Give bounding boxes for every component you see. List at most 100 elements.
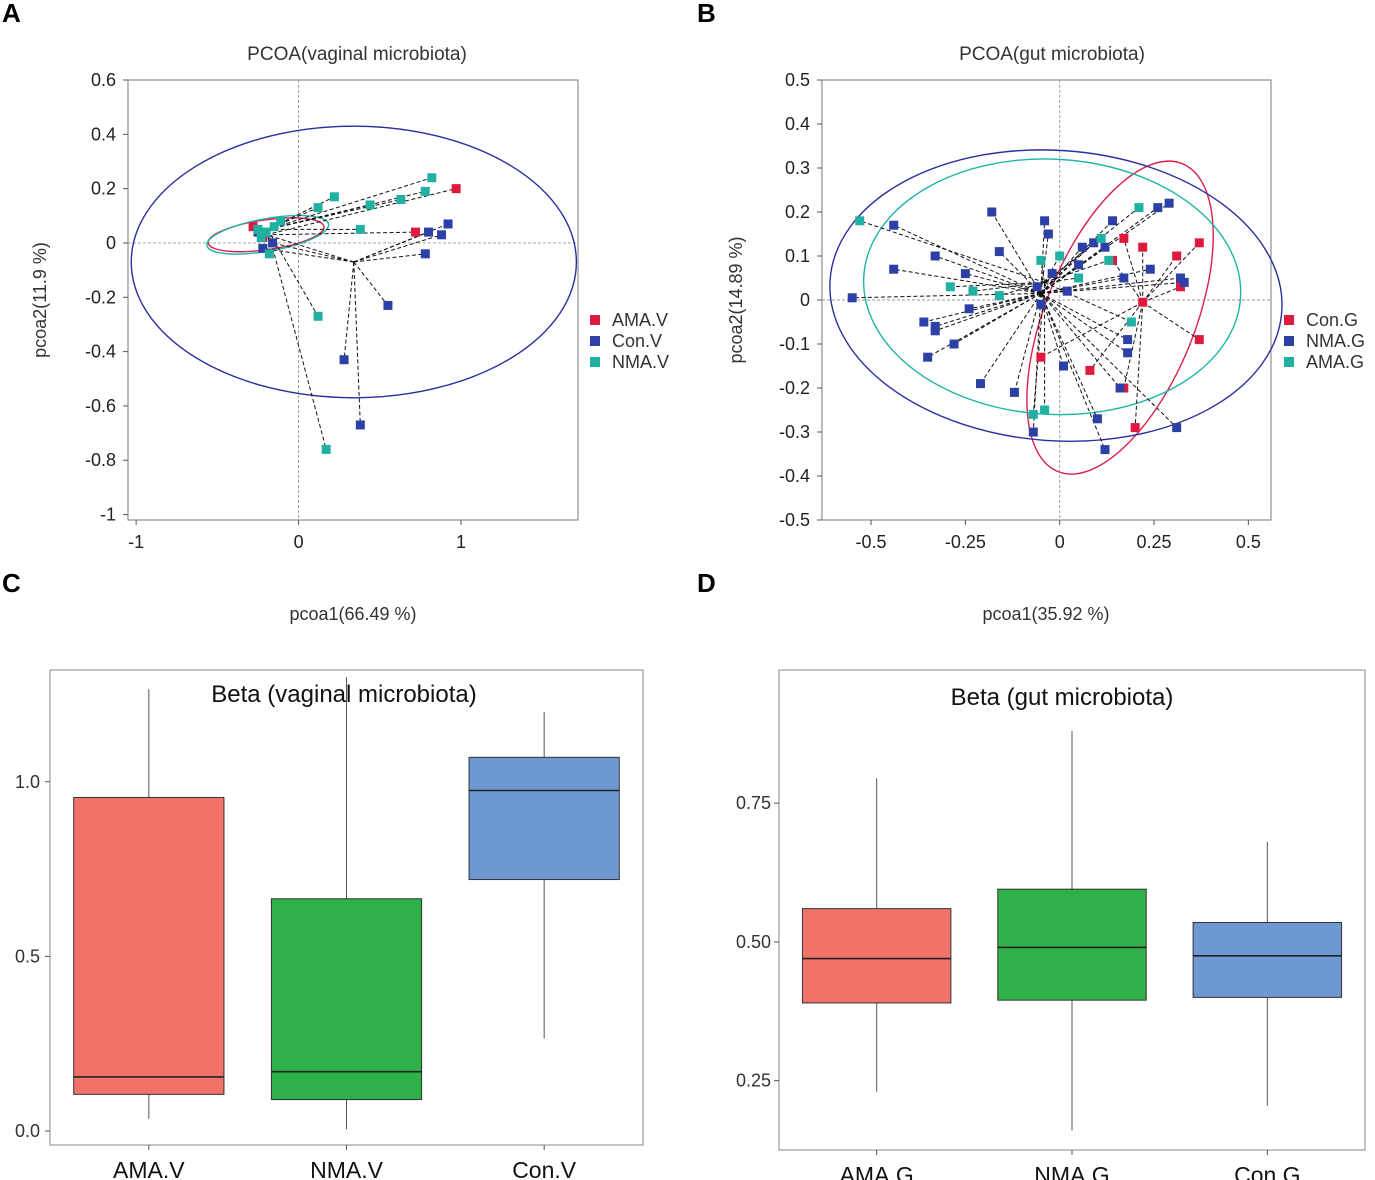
confidence-ellipse-Con.G: [1026, 160, 1214, 475]
data-point-NMA.G: [1119, 273, 1129, 283]
spider-line: [353, 253, 426, 263]
legend-label: Con.V: [612, 331, 662, 351]
legend-swatch-Con.V: [590, 336, 600, 346]
y-tick-label: -0.2: [779, 378, 810, 398]
data-point-AMA.G: [994, 291, 1004, 301]
spider-line: [267, 177, 432, 230]
spider-line: [893, 268, 1041, 294]
data-point-Con.V: [355, 420, 365, 430]
data-point-AMA.G: [1036, 255, 1046, 265]
data-point-NMA.G: [889, 264, 899, 274]
spider-line: [272, 242, 354, 263]
x-tick-label: 0.25: [1137, 532, 1172, 552]
data-point-AMA.V: [248, 222, 258, 232]
data-point-Con.V: [339, 355, 349, 365]
data-point-AMA.G: [1074, 273, 1084, 283]
spider-line: [353, 261, 389, 306]
x-axis-label: pcoa1(35.92 %): [982, 604, 1109, 624]
x-axis-label: pcoa1(66.49 %): [289, 604, 416, 624]
data-point-NMA.G: [1179, 277, 1189, 287]
spider-line: [852, 292, 1041, 299]
y-tick-label: 0.6: [91, 70, 116, 90]
spider-line: [1044, 259, 1109, 283]
spider-line: [935, 292, 1042, 332]
data-point-NMA.G: [1172, 423, 1182, 433]
spider-line: [1013, 293, 1042, 393]
spider-line: [1044, 277, 1079, 283]
confidence-ellipse-Con.V: [130, 125, 578, 399]
data-point-AMA.G: [1055, 251, 1065, 261]
data-point-NMA.G: [994, 247, 1004, 257]
spider-line: [1044, 281, 1132, 323]
legend-label: AMA.G: [1306, 352, 1364, 372]
data-point-AMA.G: [1028, 409, 1038, 419]
spider-line: [1040, 293, 1178, 428]
data-point-NMA.G: [930, 251, 940, 261]
y-tick-label: 1.0: [15, 772, 40, 792]
data-point-Con.G: [1172, 251, 1182, 261]
chart-title: PCOA(vaginal microbiota): [247, 44, 467, 65]
spider-line: [1112, 260, 1144, 303]
data-point-NMA.G: [1009, 387, 1019, 397]
data-point-NMA.V: [256, 233, 266, 243]
data-point-NMA.V: [420, 186, 430, 196]
spider-line: [1040, 277, 1181, 294]
data-point-Con.G: [1138, 242, 1148, 252]
spider-line: [267, 204, 371, 230]
data-point-NMA.G: [1108, 216, 1118, 226]
data-point-NMA.G: [1164, 198, 1174, 208]
spider-line: [893, 224, 1042, 294]
data-point-NMA.G: [1100, 242, 1110, 252]
spider-line: [1123, 238, 1144, 303]
x-tick-label: 1: [456, 532, 466, 552]
data-point-Con.V: [420, 249, 430, 259]
y-tick-label: -0.4: [779, 466, 810, 486]
data-point-NMA.G: [1145, 264, 1155, 274]
box-Con.V: [468, 756, 620, 881]
x-tick-label: 0: [294, 532, 304, 552]
spider-line: [267, 196, 335, 230]
box-AMA.V: [73, 796, 225, 1095]
y-tick-label: -0.3: [779, 422, 810, 442]
y-tick-label: -0.2: [85, 287, 116, 307]
spider-line: [923, 292, 1041, 323]
data-point-NMA.G: [919, 317, 929, 327]
data-point-NMA.G: [930, 326, 940, 336]
data-point-NMA.G: [1123, 348, 1133, 358]
spider-line: [353, 261, 361, 425]
x-category-label: AMA.V: [113, 1157, 185, 1180]
data-point-NMA.V: [313, 311, 323, 321]
spider-line: [950, 281, 1045, 288]
spider-line: [1040, 293, 1098, 420]
y-tick-label: 0.75: [736, 793, 771, 813]
data-point-NMA.G: [960, 269, 970, 279]
data-point-Con.V: [424, 227, 434, 237]
data-point-NMA.V: [269, 222, 279, 232]
data-point-AMA.V: [411, 227, 421, 237]
data-point-AMA.G: [1104, 255, 1114, 265]
spider-line: [1040, 292, 1128, 341]
chart-title: PCOA(gut microbiota): [959, 44, 1145, 65]
data-point-Con.V: [383, 300, 393, 310]
data-point-NMA.G: [1032, 282, 1042, 292]
legend-label: NMA.V: [612, 352, 669, 372]
panel-letter-c: C: [2, 568, 21, 598]
chart-title: Beta (gut microbiota): [951, 684, 1174, 711]
data-point-AMA.G: [855, 216, 865, 226]
spider-line: [1089, 301, 1144, 371]
x-tick-label: -0.5: [856, 532, 887, 552]
data-point-NMA.G: [1043, 229, 1053, 239]
data-point-NMA.G: [1077, 242, 1087, 252]
y-axis-label: pcoa2(14.89 %): [726, 236, 746, 363]
legend-swatch-Con.G: [1284, 315, 1294, 325]
legend-swatch-AMA.V: [590, 315, 600, 325]
data-point-NMA.V: [264, 249, 274, 259]
y-tick-label: 0.5: [785, 70, 810, 90]
y-tick-label: 0.4: [785, 114, 810, 134]
x-tick-label: 0: [1055, 532, 1065, 552]
beta-gut-boxplot: Beta (gut microbiota) 0.25 0.50 0.75 AMA.G N…: [736, 669, 1366, 1180]
data-point-NMA.V: [365, 200, 375, 210]
data-point-Con.V: [258, 243, 268, 253]
data-point-NMA.G: [964, 304, 974, 314]
